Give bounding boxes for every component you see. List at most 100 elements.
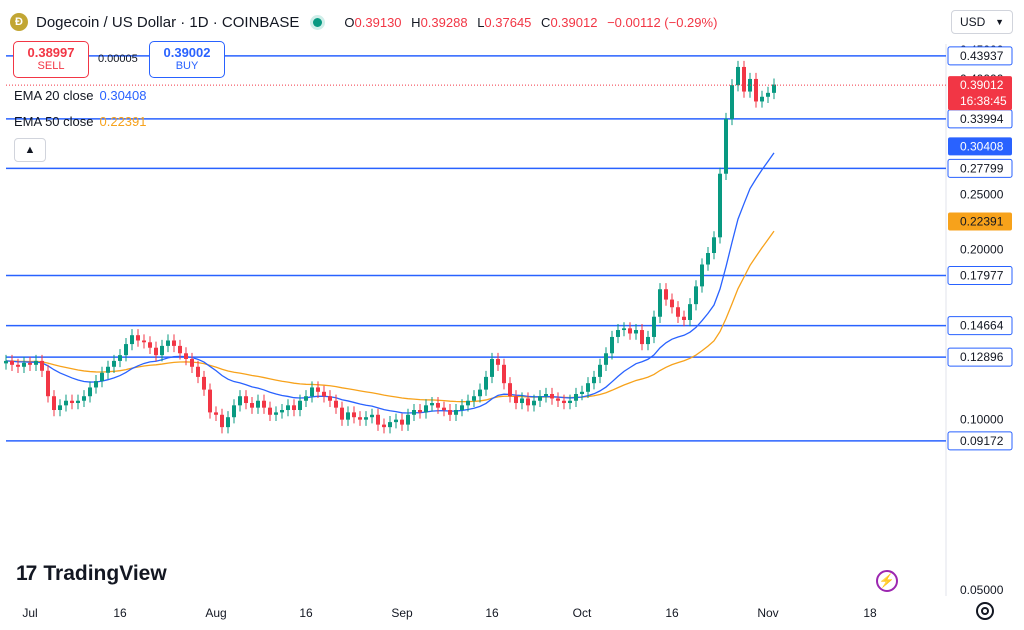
candle-body [598, 364, 602, 377]
countdown-label: 16:38:45 [960, 94, 1007, 108]
spread-value: 0.00005 [98, 53, 138, 65]
x-axis-ticks[interactable]: Jul 16 Aug 16 Sep 16 Oct 16 Nov 18 [22, 606, 877, 620]
current-price-label: 0.39012 [960, 78, 1004, 92]
candle-body [328, 396, 332, 401]
candle-body [310, 387, 314, 397]
candle-body [274, 412, 278, 415]
x-tick-label: 16 [485, 606, 499, 620]
sell-price: 0.38997 [27, 45, 75, 60]
candle-body [760, 96, 764, 102]
candle-body [220, 414, 224, 428]
change-value: −0.00112 (−0.29%) [607, 14, 718, 30]
candle-body [478, 389, 482, 397]
level-label: 0.27799 [960, 161, 1004, 175]
high-label: H [411, 14, 421, 30]
candle-body [136, 335, 140, 341]
candle-body [160, 345, 164, 356]
candle-body [88, 387, 92, 397]
candle-body [724, 118, 728, 174]
candle-body [352, 412, 356, 418]
candle-body [538, 396, 542, 401]
candle-body [676, 307, 680, 317]
candle-body [562, 400, 566, 404]
candle-body [436, 403, 440, 408]
candle-body [520, 398, 524, 404]
level-label-bg [947, 46, 1013, 66]
candle-body [718, 173, 722, 238]
candle-body [196, 366, 200, 377]
candle-body [64, 400, 68, 406]
candle-body [592, 376, 596, 384]
candle-body [376, 414, 380, 425]
candle-body [244, 396, 248, 404]
x-tick-label: 16 [665, 606, 679, 620]
x-tick-label: Jul [22, 606, 37, 620]
candle-body [616, 330, 620, 337]
candle-body [358, 417, 362, 420]
candle-body [178, 345, 182, 354]
candle-body [286, 405, 290, 411]
candle-body [52, 396, 56, 411]
ema20-legend[interactable]: EMA 20 close 0.30408 [14, 88, 147, 103]
candle-body [58, 405, 62, 411]
ema50-label: EMA 50 close [14, 114, 94, 129]
x-tick-label: 18 [863, 606, 877, 620]
sell-button[interactable]: 0.38997 SELL [13, 41, 89, 78]
candle-body [634, 330, 638, 334]
candle-body [580, 391, 584, 395]
candle-body [70, 400, 74, 404]
candle-body [412, 410, 416, 415]
x-tick-label: Oct [573, 606, 592, 620]
candle-body [706, 253, 710, 265]
flash-icon[interactable]: ⚡ [876, 570, 898, 592]
candle-body [214, 412, 218, 415]
candle-body [526, 398, 530, 406]
ema20-series [5, 152, 775, 414]
candle-body [316, 387, 320, 392]
candle-body [484, 376, 488, 390]
currency-select[interactable]: USD ▼ [951, 10, 1013, 34]
candle-body [130, 335, 134, 345]
candle-body [394, 419, 398, 423]
buy-label: BUY [175, 60, 199, 72]
dogecoin-icon: Ð [10, 13, 28, 31]
candle-body [448, 410, 452, 415]
ema50-axis-label: 0.22391 [960, 215, 1004, 229]
candle-body [370, 414, 374, 418]
gear-icon[interactable] [976, 602, 994, 620]
candle-body [406, 414, 410, 425]
candle-body [532, 400, 536, 406]
candle-body [322, 391, 326, 397]
candle-body [100, 372, 104, 382]
ohlc-values: O0.39130 H0.39288 L0.37645 C0.39012 −0.0… [338, 15, 717, 30]
y-tick-label: 0.20000 [960, 242, 1004, 256]
current-price-bg [948, 76, 1012, 111]
candle-body [334, 400, 338, 408]
collapse-legend-button[interactable]: ▲ [14, 138, 46, 162]
candle-body [364, 417, 368, 420]
candle-body [226, 417, 230, 428]
candle-body [256, 400, 260, 408]
candle-body [400, 419, 404, 425]
currency-label: USD [960, 15, 986, 29]
open-label: O [344, 14, 355, 30]
candle-body [574, 394, 578, 401]
candle-body [544, 394, 548, 397]
candle-body [22, 362, 26, 367]
candles [4, 60, 776, 434]
low-label: L [477, 14, 485, 30]
close-label: C [541, 14, 551, 30]
y-tick-label: 0.25000 [960, 187, 1004, 201]
candle-body [466, 400, 470, 406]
candle-body [4, 360, 8, 364]
buy-button[interactable]: 0.39002 BUY [149, 41, 225, 78]
close-value: 0.39012 [550, 14, 598, 30]
candle-body [424, 405, 428, 413]
ema50-legend[interactable]: EMA 50 close 0.22391 [14, 114, 147, 129]
candle-body [202, 376, 206, 390]
candle-body [112, 360, 116, 367]
candle-body [298, 400, 302, 411]
y-tick-label: 0.10000 [960, 413, 1004, 427]
symbol-title[interactable]: Dogecoin / US Dollar · 1D · COINBASE [36, 13, 300, 31]
